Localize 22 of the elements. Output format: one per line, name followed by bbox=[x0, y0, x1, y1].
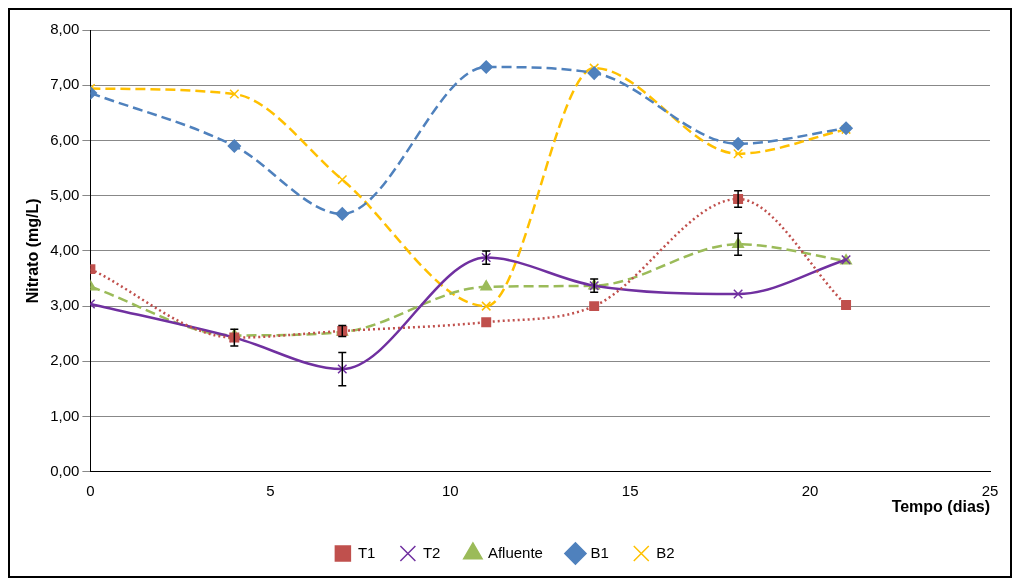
legend-label: T1 bbox=[357, 543, 376, 561]
legend-label: Afluente bbox=[487, 543, 543, 561]
y-tick-label: 2,00 bbox=[50, 351, 80, 369]
x-axis-title: Tempo (dias) bbox=[891, 497, 990, 515]
y-tick-label: 7,00 bbox=[50, 75, 80, 93]
y-tick-label: 5,00 bbox=[50, 185, 80, 203]
y-tick-label: 6,00 bbox=[50, 130, 80, 148]
legend-label: B1 bbox=[590, 543, 609, 561]
x-tick-label: 15 bbox=[621, 481, 639, 499]
y-tick-label: 3,00 bbox=[50, 296, 80, 314]
x-tick-label: 10 bbox=[441, 481, 459, 499]
y-tick-label: 8,00 bbox=[50, 20, 80, 38]
x-tick-label: 5 bbox=[266, 481, 275, 499]
x-tick-label: 0 bbox=[86, 481, 95, 499]
x-tick-label: 25 bbox=[981, 481, 999, 499]
x-tick-label: 20 bbox=[801, 481, 819, 499]
y-axis-title: Nitrato (mg/L) bbox=[24, 198, 42, 304]
y-tick-label: 0,00 bbox=[50, 461, 80, 479]
legend-label: B2 bbox=[656, 543, 675, 561]
legend-label: T2 bbox=[422, 543, 441, 561]
y-tick-label: 4,00 bbox=[50, 241, 80, 259]
y-tick-label: 1,00 bbox=[50, 406, 80, 424]
